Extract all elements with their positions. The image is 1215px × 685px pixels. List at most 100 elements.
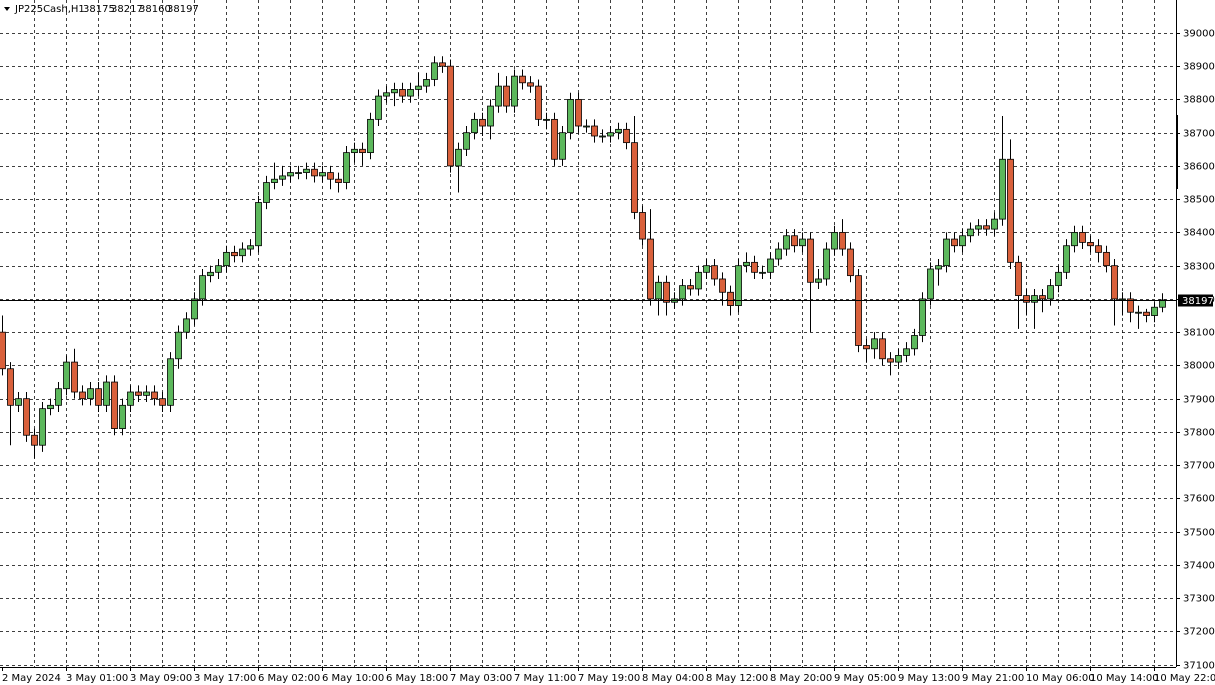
candle-body [1055, 271, 1062, 287]
candle-body [951, 238, 958, 247]
candle-body [607, 132, 614, 137]
candle-body [0, 331, 6, 370]
candles [0, 56, 1166, 459]
symbol: JP225Cash,H1 [14, 4, 85, 15]
candle-body [711, 265, 718, 280]
candle-body [63, 361, 70, 390]
candle-body [647, 238, 654, 300]
x-tick-label: 7 May 19:00 [578, 673, 640, 684]
candle-body [535, 85, 542, 120]
candle-body [263, 182, 270, 203]
candle-body [983, 225, 990, 230]
x-tick-label: 10 May 14:00 [1090, 673, 1159, 684]
x-tick-label: 3 May 09:00 [130, 673, 192, 684]
x-tick-label: 2 May 2024 [2, 673, 61, 684]
x-tick-label: 8 May 20:00 [770, 673, 832, 684]
y-tick-label: 37400 [1183, 561, 1215, 572]
x-tick-label: 7 May 11:00 [514, 673, 576, 684]
candle-body [911, 335, 918, 350]
candle-body [319, 172, 326, 177]
candle-body [783, 235, 790, 250]
candle-body [935, 265, 942, 270]
candle-body [663, 281, 670, 303]
y-tick-label: 37800 [1183, 428, 1215, 439]
candle-body [1095, 245, 1102, 253]
x-tick-label: 7 May 03:00 [450, 673, 512, 684]
y-tick-label: 39000 [1183, 29, 1215, 40]
candle-body [351, 148, 358, 154]
candle-body [175, 331, 182, 360]
candle-body [655, 281, 662, 300]
current-price-tag [1178, 294, 1213, 307]
y-tick-label: 38000 [1183, 361, 1215, 372]
candle-body [279, 175, 286, 180]
candle-body [39, 408, 46, 446]
candle-body [1039, 295, 1046, 300]
candle-body [839, 232, 846, 250]
candle-body [735, 265, 742, 306]
candle-body [879, 338, 886, 360]
candle-body [719, 278, 726, 293]
candle-body [367, 118, 374, 154]
grid [0, 0, 1176, 667]
candle-body [407, 89, 414, 97]
last-close: 38197 [167, 4, 199, 15]
y-tick-label: 37900 [1183, 395, 1215, 406]
x-tick-label: 10 May 22:00 [1154, 673, 1215, 684]
candle-body [759, 271, 766, 274]
y-tick-label: 38500 [1183, 195, 1215, 206]
candle-body [1103, 251, 1110, 267]
candle-body [199, 275, 206, 300]
candle-body [231, 251, 238, 257]
candle-body [79, 391, 86, 400]
x-tick-label: 3 May 17:00 [194, 673, 256, 684]
last-high: 38217 [111, 4, 143, 15]
y-tick-label: 37100 [1183, 661, 1215, 672]
candle-body [271, 178, 278, 183]
candle-body [335, 178, 342, 183]
candle-body [959, 235, 966, 247]
scroll-marker [1176, 115, 1178, 189]
candle-body [159, 398, 166, 406]
candle-body [343, 152, 350, 183]
header: JP225Cash,H1 38175 38217 38160 38197 [4, 4, 199, 15]
candle-body [71, 361, 78, 393]
candle-body [575, 99, 582, 127]
candle-body [919, 298, 926, 336]
candle-body [287, 172, 294, 177]
candle-body [1079, 232, 1086, 243]
candle-body [967, 228, 974, 237]
candle-body [447, 65, 454, 167]
candle-body [463, 132, 470, 150]
candle-body [887, 358, 894, 363]
candle-body [1007, 158, 1014, 263]
candle-body [927, 268, 934, 300]
candle-body [7, 368, 14, 406]
candle-body [151, 391, 158, 400]
candle-body [847, 248, 854, 277]
candle-body [1031, 295, 1038, 303]
y-tick-label: 38300 [1183, 262, 1215, 273]
menu-arrow[interactable] [4, 7, 10, 11]
candle-body [519, 75, 526, 84]
candle-body [399, 89, 406, 97]
candle-body [831, 232, 838, 250]
candle-body [1143, 311, 1150, 316]
candle-body [207, 271, 214, 277]
candle-body [639, 212, 646, 240]
candle-body [559, 132, 566, 160]
candle-body [991, 218, 998, 230]
candle-body [623, 128, 630, 144]
candle-body [543, 118, 550, 121]
candle-body [87, 388, 94, 400]
candle-body [327, 172, 334, 180]
x-tick-label: 6 May 10:00 [322, 673, 384, 684]
candle-body [1135, 311, 1142, 314]
candle-body [823, 248, 830, 280]
candle-body [383, 92, 390, 97]
candle-body [799, 238, 806, 247]
candle-body [423, 79, 430, 87]
candle-body [703, 265, 710, 273]
candle-body [143, 391, 150, 396]
